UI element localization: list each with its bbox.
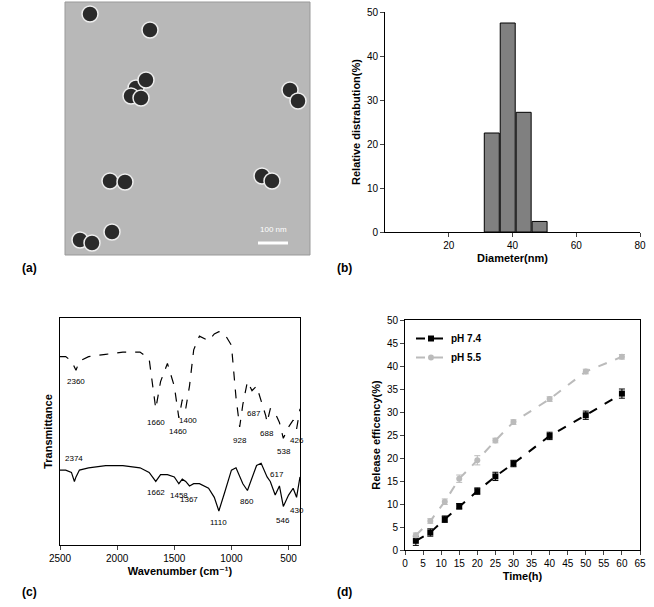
svg-text:2360: 2360 (67, 377, 85, 386)
svg-text:(a): (a) (22, 261, 37, 275)
svg-text:40: 40 (507, 240, 519, 251)
svg-text:35: 35 (526, 558, 538, 569)
svg-text:928: 928 (233, 436, 247, 445)
svg-text:426: 426 (290, 436, 304, 445)
svg-text:1110: 1110 (210, 518, 227, 527)
svg-text:10: 10 (436, 558, 448, 569)
svg-text:Relative distrabution(%): Relative distrabution(%) (350, 59, 362, 185)
svg-text:60: 60 (616, 558, 628, 569)
svg-text:20: 20 (472, 558, 484, 569)
svg-text:Release efficency(%): Release efficency(%) (370, 380, 382, 490)
svg-text:(b): (b) (337, 261, 352, 275)
svg-text:2500: 2500 (49, 553, 72, 564)
svg-text:860: 860 (240, 497, 254, 506)
svg-text:80: 80 (634, 240, 646, 251)
svg-text:20: 20 (367, 139, 379, 150)
svg-text:15: 15 (454, 558, 466, 569)
svg-text:0: 0 (372, 227, 378, 238)
svg-text:Wavenumber (cm⁻¹): Wavenumber (cm⁻¹) (128, 565, 233, 577)
svg-text:2000: 2000 (106, 553, 129, 564)
svg-text:(d): (d) (337, 585, 352, 599)
svg-text:50: 50 (387, 315, 399, 326)
svg-text:55: 55 (598, 558, 610, 569)
svg-text:20: 20 (443, 240, 455, 251)
svg-text:30: 30 (387, 407, 399, 418)
svg-text:45: 45 (387, 338, 399, 349)
svg-text:1660: 1660 (147, 418, 165, 427)
svg-text:546: 546 (276, 516, 290, 525)
svg-text:10: 10 (367, 183, 379, 194)
svg-text:pH 7.4: pH 7.4 (451, 333, 481, 344)
svg-text:430: 430 (290, 506, 304, 515)
svg-text:1500: 1500 (163, 553, 186, 564)
svg-text:500: 500 (280, 553, 297, 564)
svg-text:688: 688 (260, 429, 274, 438)
svg-text:30: 30 (508, 558, 520, 569)
svg-text:15: 15 (387, 476, 399, 487)
svg-text:687: 687 (247, 409, 261, 418)
svg-text:1400: 1400 (179, 416, 197, 425)
svg-text:10: 10 (387, 499, 399, 510)
svg-text:Transmittance: Transmittance (42, 394, 54, 469)
svg-text:60: 60 (571, 240, 583, 251)
svg-text:45: 45 (562, 558, 574, 569)
svg-text:Time(h): Time(h) (503, 570, 543, 582)
svg-text:(c): (c) (22, 585, 37, 599)
svg-text:5: 5 (420, 558, 426, 569)
svg-text:100 nm: 100 nm (260, 225, 287, 234)
svg-text:617: 617 (270, 470, 284, 479)
svg-text:1000: 1000 (220, 553, 243, 564)
svg-text:1367: 1367 (180, 495, 198, 504)
svg-text:65: 65 (634, 558, 646, 569)
svg-text:40: 40 (367, 51, 379, 62)
svg-text:30: 30 (367, 95, 379, 106)
svg-text:40: 40 (387, 361, 399, 372)
svg-text:1662: 1662 (147, 488, 165, 497)
svg-text:0: 0 (392, 545, 398, 556)
svg-text:1460: 1460 (169, 427, 187, 436)
svg-text:20: 20 (387, 453, 399, 464)
svg-text:25: 25 (490, 558, 502, 569)
svg-text:pH 5.5: pH 5.5 (451, 352, 481, 363)
svg-text:40: 40 (544, 558, 556, 569)
svg-text:50: 50 (367, 7, 379, 18)
svg-text:1458: 1458 (170, 491, 188, 500)
svg-text:5: 5 (392, 522, 398, 533)
svg-text:0: 0 (402, 558, 408, 569)
svg-text:2374: 2374 (65, 454, 83, 463)
svg-text:Diameter(nm): Diameter(nm) (477, 252, 548, 264)
svg-text:35: 35 (387, 384, 399, 395)
svg-text:25: 25 (387, 430, 399, 441)
svg-text:50: 50 (580, 558, 592, 569)
svg-text:538: 538 (277, 447, 291, 456)
